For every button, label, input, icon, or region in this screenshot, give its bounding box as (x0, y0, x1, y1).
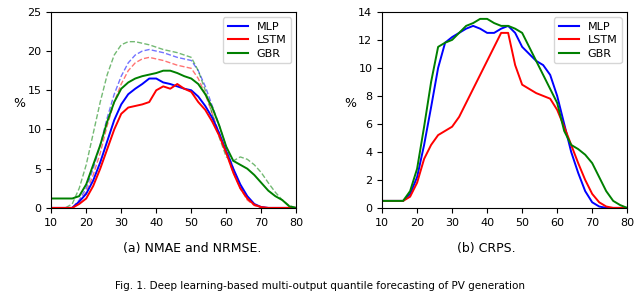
Y-axis label: %: % (344, 97, 356, 110)
Legend: MLP, LSTM, GBR: MLP, LSTM, GBR (554, 18, 621, 63)
Y-axis label: %: % (13, 97, 25, 110)
Text: (b) CRPS.: (b) CRPS. (457, 242, 516, 255)
Text: Fig. 1. Deep learning-based multi-output quantile forecasting of PV generation: Fig. 1. Deep learning-based multi-output… (115, 281, 525, 291)
Legend: MLP, LSTM, GBR: MLP, LSTM, GBR (223, 18, 291, 63)
Text: (a) NMAE and NRMSE.: (a) NMAE and NRMSE. (123, 242, 261, 255)
